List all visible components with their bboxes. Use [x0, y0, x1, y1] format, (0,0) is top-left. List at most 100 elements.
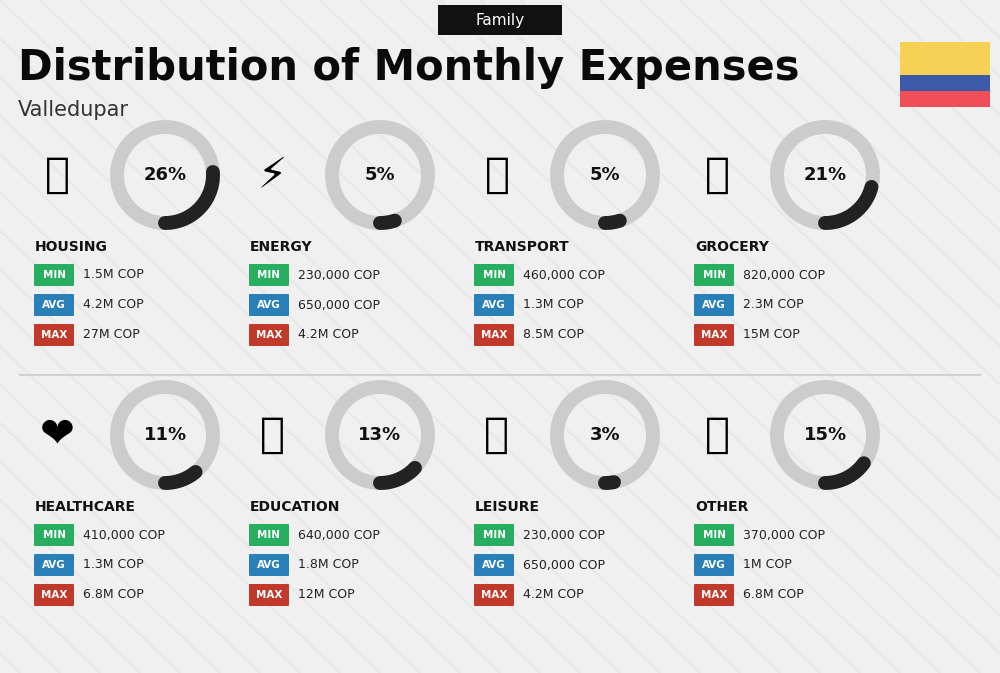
FancyBboxPatch shape: [474, 554, 514, 576]
FancyBboxPatch shape: [694, 584, 734, 606]
Text: 🎓: 🎓: [260, 414, 285, 456]
Text: 410,000 COP: 410,000 COP: [83, 528, 165, 542]
Text: MAX: MAX: [41, 330, 67, 340]
FancyBboxPatch shape: [694, 324, 734, 346]
Text: MIN: MIN: [42, 270, 66, 280]
Text: 370,000 COP: 370,000 COP: [743, 528, 825, 542]
Text: ⚡: ⚡: [257, 154, 287, 196]
Text: 4.2M COP: 4.2M COP: [83, 299, 144, 312]
Text: 27M COP: 27M COP: [83, 328, 140, 341]
Text: Valledupar: Valledupar: [18, 100, 129, 120]
Text: Distribution of Monthly Expenses: Distribution of Monthly Expenses: [18, 47, 800, 89]
FancyBboxPatch shape: [249, 324, 289, 346]
Text: 1.3M COP: 1.3M COP: [523, 299, 584, 312]
Text: 6.8M COP: 6.8M COP: [743, 588, 804, 602]
FancyBboxPatch shape: [474, 324, 514, 346]
Text: LEISURE: LEISURE: [475, 500, 540, 514]
FancyBboxPatch shape: [34, 584, 74, 606]
Text: AVG: AVG: [702, 300, 726, 310]
Text: 8.5M COP: 8.5M COP: [523, 328, 584, 341]
Text: Family: Family: [475, 13, 525, 28]
FancyBboxPatch shape: [249, 524, 289, 546]
FancyBboxPatch shape: [900, 42, 990, 75]
Text: HEALTHCARE: HEALTHCARE: [35, 500, 136, 514]
Text: AVG: AVG: [702, 560, 726, 570]
Text: 🛍️: 🛍️: [484, 414, 510, 456]
Text: AVG: AVG: [257, 300, 281, 310]
FancyBboxPatch shape: [249, 264, 289, 286]
Text: 230,000 COP: 230,000 COP: [298, 269, 380, 281]
Text: OTHER: OTHER: [695, 500, 748, 514]
Text: 650,000 COP: 650,000 COP: [523, 559, 605, 571]
Text: MIN: MIN: [482, 270, 506, 280]
Text: 🚌: 🚌: [484, 154, 510, 196]
Text: 1M COP: 1M COP: [743, 559, 792, 571]
Text: MAX: MAX: [256, 330, 282, 340]
FancyBboxPatch shape: [249, 294, 289, 316]
FancyBboxPatch shape: [694, 554, 734, 576]
FancyBboxPatch shape: [474, 294, 514, 316]
Text: MIN: MIN: [482, 530, 506, 540]
Text: MIN: MIN: [42, 530, 66, 540]
Text: MAX: MAX: [41, 590, 67, 600]
Text: ENERGY: ENERGY: [250, 240, 313, 254]
FancyBboxPatch shape: [249, 584, 289, 606]
Text: 3%: 3%: [590, 426, 620, 444]
Text: 1.8M COP: 1.8M COP: [298, 559, 359, 571]
Text: 21%: 21%: [803, 166, 847, 184]
Text: 2.3M COP: 2.3M COP: [743, 299, 804, 312]
Text: 13%: 13%: [358, 426, 402, 444]
FancyBboxPatch shape: [249, 554, 289, 576]
Text: MIN: MIN: [258, 270, 280, 280]
Text: 640,000 COP: 640,000 COP: [298, 528, 380, 542]
Text: AVG: AVG: [42, 560, 66, 570]
Text: 6.8M COP: 6.8M COP: [83, 588, 144, 602]
Text: 15%: 15%: [803, 426, 847, 444]
FancyBboxPatch shape: [34, 294, 74, 316]
Text: 460,000 COP: 460,000 COP: [523, 269, 605, 281]
FancyBboxPatch shape: [438, 5, 562, 35]
Text: TRANSPORT: TRANSPORT: [475, 240, 570, 254]
Text: 5%: 5%: [365, 166, 395, 184]
Text: AVG: AVG: [482, 300, 506, 310]
FancyBboxPatch shape: [474, 584, 514, 606]
FancyBboxPatch shape: [34, 264, 74, 286]
Text: 1.3M COP: 1.3M COP: [83, 559, 144, 571]
Text: MAX: MAX: [701, 330, 727, 340]
Text: GROCERY: GROCERY: [695, 240, 769, 254]
FancyBboxPatch shape: [34, 554, 74, 576]
Text: MIN: MIN: [702, 530, 726, 540]
Text: AVG: AVG: [482, 560, 506, 570]
Text: 230,000 COP: 230,000 COP: [523, 528, 605, 542]
Text: 26%: 26%: [143, 166, 187, 184]
Text: ❤️: ❤️: [40, 414, 74, 456]
FancyBboxPatch shape: [34, 324, 74, 346]
FancyBboxPatch shape: [900, 91, 990, 107]
FancyBboxPatch shape: [694, 264, 734, 286]
Text: MAX: MAX: [256, 590, 282, 600]
Text: 4.2M COP: 4.2M COP: [298, 328, 359, 341]
FancyBboxPatch shape: [900, 75, 990, 91]
Text: 5%: 5%: [590, 166, 620, 184]
Text: 1.5M COP: 1.5M COP: [83, 269, 144, 281]
FancyBboxPatch shape: [694, 294, 734, 316]
FancyBboxPatch shape: [34, 524, 74, 546]
Text: 15M COP: 15M COP: [743, 328, 800, 341]
Text: AVG: AVG: [257, 560, 281, 570]
Text: MAX: MAX: [481, 590, 507, 600]
Text: 820,000 COP: 820,000 COP: [743, 269, 825, 281]
Text: 🛒: 🛒: [704, 154, 730, 196]
FancyBboxPatch shape: [694, 524, 734, 546]
Text: 💰: 💰: [704, 414, 730, 456]
Text: 11%: 11%: [143, 426, 187, 444]
Text: HOUSING: HOUSING: [35, 240, 108, 254]
Text: 650,000 COP: 650,000 COP: [298, 299, 380, 312]
Text: MAX: MAX: [701, 590, 727, 600]
Text: 🏢: 🏢: [44, 154, 70, 196]
Text: MIN: MIN: [702, 270, 726, 280]
FancyBboxPatch shape: [474, 264, 514, 286]
Text: AVG: AVG: [42, 300, 66, 310]
Text: EDUCATION: EDUCATION: [250, 500, 340, 514]
FancyBboxPatch shape: [474, 524, 514, 546]
Text: 4.2M COP: 4.2M COP: [523, 588, 584, 602]
